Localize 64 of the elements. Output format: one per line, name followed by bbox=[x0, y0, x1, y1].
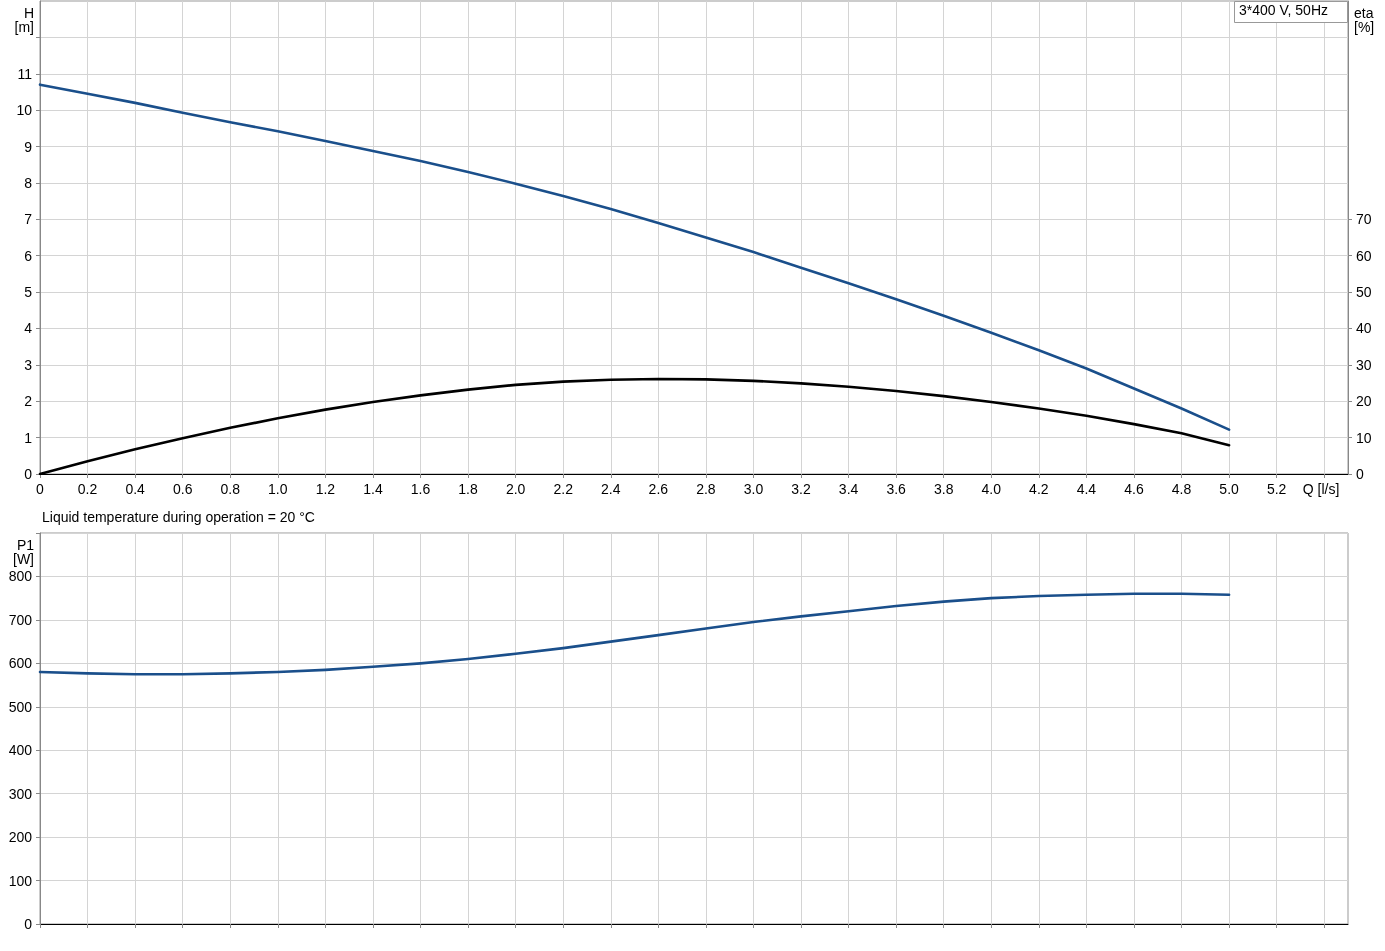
x-tick-label: 0.8 bbox=[220, 481, 241, 497]
line-series bbox=[38, 83, 1231, 431]
x-axis-title: Q [l/s] bbox=[1302, 481, 1340, 497]
x-tick-label: 0 bbox=[36, 481, 45, 497]
x-tick-label: 0.6 bbox=[172, 481, 193, 497]
x-tick-label: 4.8 bbox=[1171, 481, 1192, 497]
y-tick-label: 800 bbox=[8, 568, 33, 585]
x-tick-label: 0.4 bbox=[125, 481, 146, 497]
x-tick-label: 4.6 bbox=[1124, 481, 1144, 497]
y2-tick-label: 70 bbox=[1356, 211, 1372, 228]
y-tick-label: 7 bbox=[24, 211, 33, 228]
y-tick-label: 3 bbox=[24, 356, 33, 373]
x-tick-label: 0.2 bbox=[77, 481, 98, 497]
annotation: 3*400 V, 50Hz bbox=[1239, 2, 1328, 18]
y2-tick-label: 10 bbox=[1356, 429, 1372, 446]
x-tick-label: 4.0 bbox=[981, 481, 1002, 497]
x-tick-label: 2.4 bbox=[601, 481, 621, 497]
y-tick-label: 500 bbox=[8, 698, 33, 715]
y2-tick-label: 40 bbox=[1356, 320, 1372, 337]
y2-tick-label: 0 bbox=[1356, 466, 1364, 482]
y-tick-label: 10 bbox=[16, 102, 33, 119]
y-tick-label: 2 bbox=[24, 393, 33, 410]
y2-tick-label: 20 bbox=[1356, 393, 1372, 410]
y2-axis-title: eta [%] bbox=[1354, 5, 1375, 35]
x-tick-label: 4.4 bbox=[1076, 481, 1097, 497]
y2-tick-label: 50 bbox=[1356, 284, 1372, 301]
y-tick-label: 700 bbox=[8, 611, 33, 628]
y-tick-label: 0 bbox=[24, 466, 33, 482]
y-tick-label: 200 bbox=[8, 829, 33, 846]
y-tick-label: 4 bbox=[24, 320, 33, 337]
x-tick-label: 5.0 bbox=[1219, 481, 1240, 497]
y-tick-label: 6 bbox=[24, 247, 33, 264]
x-tick-label: 2.6 bbox=[648, 481, 669, 497]
y-tick-label: 8 bbox=[24, 174, 33, 191]
x-tick-label: 3.8 bbox=[933, 481, 954, 497]
x-tick-label: 1.6 bbox=[410, 481, 431, 497]
x-tick-label: 3.0 bbox=[743, 481, 764, 497]
x-tick-label: 3.4 bbox=[838, 481, 859, 497]
x-tick-label: 2.0 bbox=[505, 481, 526, 497]
x-tick-label: 1.8 bbox=[458, 481, 479, 497]
x-tick-label: 5.2 bbox=[1266, 481, 1287, 497]
x-tick-label: 4.2 bbox=[1029, 481, 1049, 497]
x-tick-label: 3.6 bbox=[886, 481, 907, 497]
y-tick-label: 5 bbox=[24, 284, 33, 301]
y-tick-label: 9 bbox=[24, 138, 33, 155]
y-tick-label: 1 bbox=[24, 429, 33, 446]
y-tick-label: 300 bbox=[8, 785, 33, 802]
x-tick-label: 1.2 bbox=[315, 481, 336, 497]
x-tick-label: 2.8 bbox=[696, 481, 716, 497]
y2-tick-label: 30 bbox=[1356, 356, 1372, 373]
y-tick-label: 400 bbox=[8, 742, 33, 759]
x-tick-label: 3.2 bbox=[791, 481, 811, 497]
x-tick-label: 1.0 bbox=[268, 481, 288, 497]
y-tick-label: 0 bbox=[24, 916, 33, 932]
y2-tick-label: 60 bbox=[1356, 247, 1372, 264]
line-series bbox=[38, 592, 1231, 676]
chart-title: Liquid temperature during operation = 20 °C bbox=[42, 509, 315, 525]
x-tick-label: 1.4 bbox=[363, 481, 383, 497]
y-tick-label: 11 bbox=[17, 65, 33, 82]
y-axis-title: P1 [W] bbox=[13, 537, 35, 567]
x-tick-label: 2.2 bbox=[553, 481, 574, 497]
y-tick-label: 100 bbox=[8, 872, 33, 889]
y-tick-label: 600 bbox=[8, 655, 33, 672]
y-axis-title: H [m] bbox=[14, 5, 34, 35]
